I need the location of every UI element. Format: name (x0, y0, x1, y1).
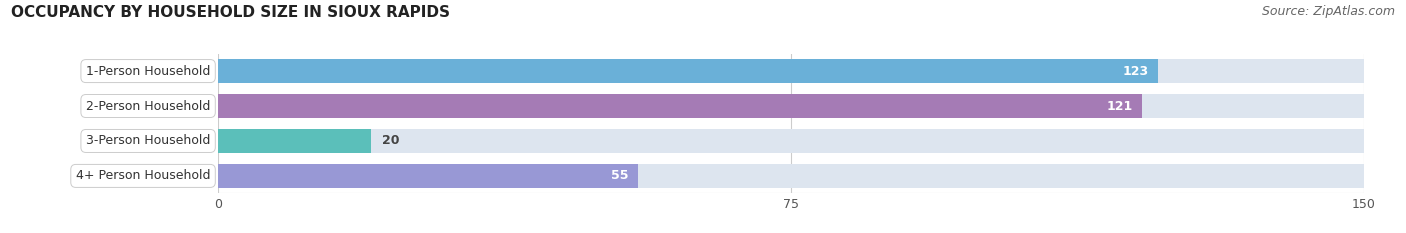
Bar (218, 94, 1364, 118)
Bar (218, 59, 1157, 83)
Bar (218, 129, 1364, 153)
Bar (218, 94, 1142, 118)
Bar (218, 129, 371, 153)
Text: OCCUPANCY BY HOUSEHOLD SIZE IN SIOUX RAPIDS: OCCUPANCY BY HOUSEHOLD SIZE IN SIOUX RAP… (11, 5, 450, 20)
Text: 123: 123 (1122, 65, 1149, 78)
Text: Source: ZipAtlas.com: Source: ZipAtlas.com (1261, 5, 1395, 18)
Text: 4+ Person Household: 4+ Person Household (76, 169, 211, 182)
Bar (218, 59, 1364, 83)
Text: 121: 121 (1107, 99, 1133, 113)
Text: 55: 55 (612, 169, 628, 182)
Text: 1-Person Household: 1-Person Household (86, 65, 211, 78)
Text: 2-Person Household: 2-Person Household (86, 99, 211, 113)
Bar (218, 164, 1364, 188)
Bar (218, 164, 638, 188)
Text: 20: 20 (382, 134, 399, 147)
Text: 3-Person Household: 3-Person Household (86, 134, 211, 147)
